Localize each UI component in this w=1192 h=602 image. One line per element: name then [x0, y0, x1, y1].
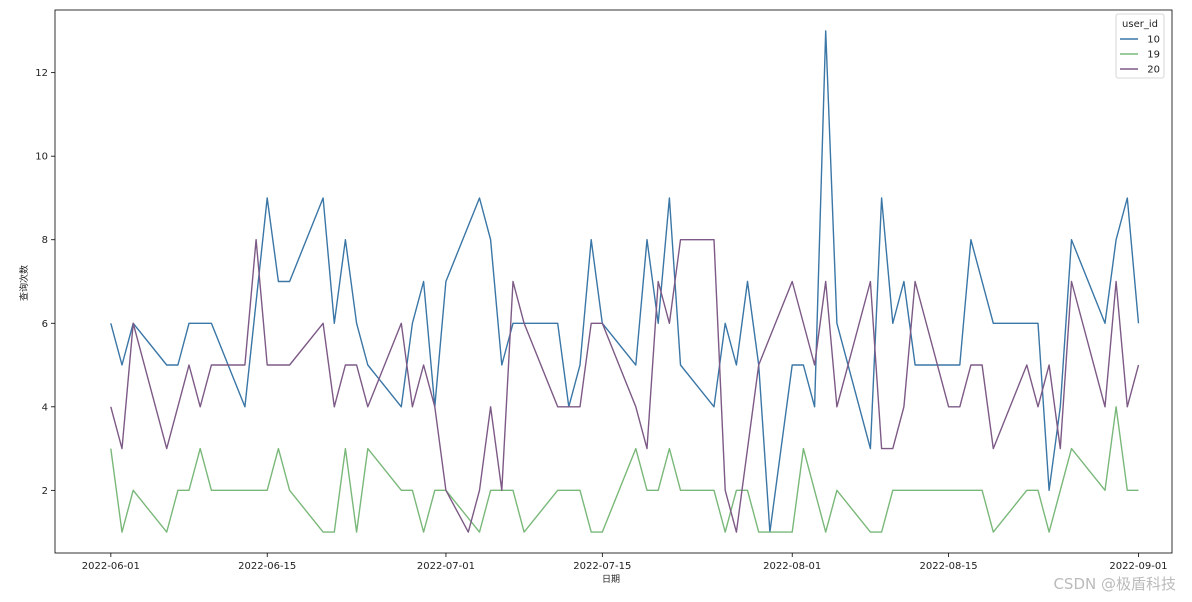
legend-box: [1115, 13, 1165, 79]
axes-layer: 2022-06-01 2022-06-15 2022-07-01 2022-07-15…: [35, 68, 1167, 572]
legend-label-19: 19: [1147, 50, 1160, 61]
y-tick-label: 4: [42, 402, 48, 413]
x-tick-label: 2022-07-01: [417, 561, 475, 572]
legend-title: user_id: [1122, 19, 1158, 30]
x-tick-label: 2022-06-15: [238, 561, 296, 572]
y-tick-label: 12: [35, 68, 48, 79]
y-tick-label: 6: [42, 319, 48, 330]
y-tick-label: 8: [42, 235, 48, 246]
x-tick-label: 2022-09-01: [1109, 561, 1167, 572]
legend: user_id 10 19 20: [1115, 13, 1165, 79]
plot-frame: [54, 9, 1173, 554]
y-tick-label: 10: [35, 152, 48, 163]
series-line-10: [110, 30, 1140, 533]
plot-area: [54, 9, 1173, 554]
watermark: CSDN @极盾科技: [1053, 575, 1176, 593]
y-axis-title: 查询次数: [18, 265, 30, 301]
x-tick-label: 2022-07-15: [573, 561, 631, 572]
x-tick-label: 2022-06-01: [82, 561, 140, 572]
x-axis-title: 日期: [602, 574, 620, 585]
legend-label-20: 20: [1147, 65, 1160, 76]
series-line-20: [110, 239, 1140, 533]
y-tick-label: 2: [42, 486, 48, 497]
x-tick-label: 2022-08-15: [920, 561, 978, 572]
legend-label-10: 10: [1147, 35, 1160, 46]
series-line-19: [110, 406, 1139, 533]
x-tick-label: 2022-08-01: [763, 561, 821, 572]
series-layer: [110, 30, 1140, 533]
